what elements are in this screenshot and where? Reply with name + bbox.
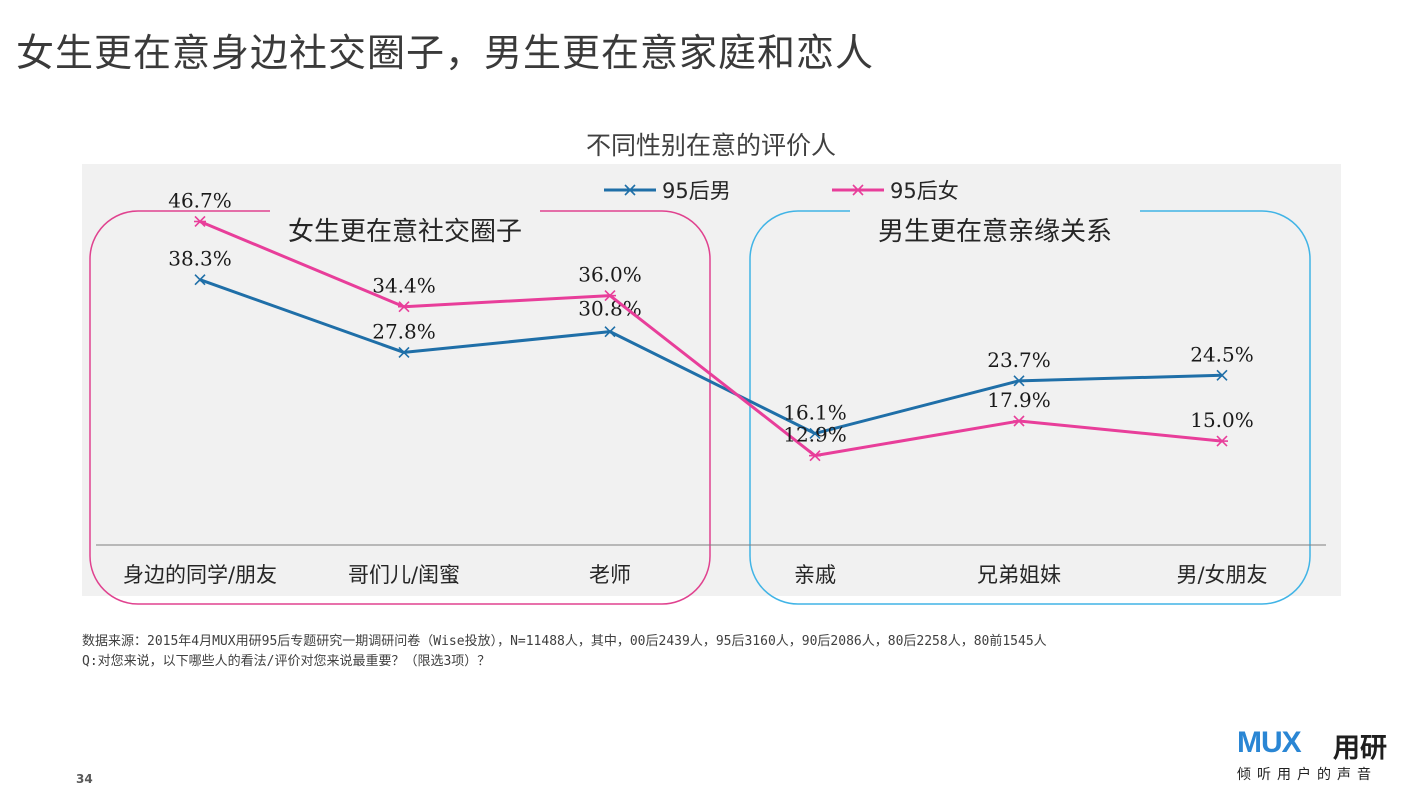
series-line-1	[199, 220, 1223, 458]
data-point	[1216, 369, 1228, 381]
data-point	[809, 427, 821, 440]
x-tick-label: 老师	[589, 563, 631, 587]
data-label: 36.0%	[578, 263, 642, 287]
data-label: 24.5%	[1190, 342, 1254, 366]
group-title-1: 男生更在意亲缘关系	[878, 217, 1112, 247]
page-number: 34	[76, 772, 93, 786]
brand-logo: MUX 用研 倾听用户的声音	[1237, 726, 1397, 786]
x-tick-label: 身边的同学/朋友	[123, 563, 277, 587]
chart-title: 不同性别在意的评价人	[585, 131, 836, 160]
group-title-0: 女生更在意社交圈子	[288, 217, 522, 247]
data-label: 17.9%	[987, 388, 1051, 412]
legend-entry: 95后女	[832, 179, 959, 203]
x-tick-label: 哥们儿/闺蜜	[348, 563, 460, 587]
data-label: 15.0%	[1190, 408, 1254, 432]
data-label: 16.1%	[783, 400, 847, 424]
mux-logo-mark: MUX	[1237, 726, 1302, 759]
data-point	[398, 301, 410, 313]
data-point	[398, 346, 410, 358]
data-point	[1216, 435, 1228, 447]
data-label: 30.8%	[578, 297, 642, 321]
legend-label: 95后男	[662, 179, 731, 203]
slide-title: 女生更在意身边社交圈子，男生更在意家庭和恋人	[16, 31, 875, 75]
data-label: 34.4%	[372, 274, 436, 298]
data-label: 38.3%	[168, 247, 232, 271]
data-point	[604, 326, 616, 338]
footnote: 数据来源：2015年4月MUX用研95后专题研究一期调研问卷（Wise投放），N…	[82, 632, 1047, 672]
data-point	[194, 215, 206, 228]
data-label: 23.7%	[987, 348, 1051, 372]
data-point	[809, 450, 821, 462]
group-title-gap-1	[850, 207, 1140, 217]
data-point	[1013, 375, 1025, 387]
data-label: 46.7%	[168, 188, 232, 212]
data-label: 27.8%	[372, 319, 436, 343]
plot-area	[82, 164, 1341, 596]
survey-question-note: Q:对您来说，以下哪些人的看法/评价对您来说最重要？（限选3项）？	[82, 654, 491, 669]
data-point	[604, 290, 616, 302]
logo-name: 用研	[1333, 733, 1387, 764]
legend-label: 95后女	[890, 179, 959, 203]
data-label: 12.9%	[783, 423, 847, 447]
x-tick-label: 男/女朋友	[1176, 563, 1267, 587]
data-source-note: 数据来源：2015年4月MUX用研95后专题研究一期调研问卷（Wise投放），N…	[82, 634, 1047, 649]
x-tick-label: 兄弟姐妹	[977, 563, 1061, 587]
data-point	[1013, 415, 1025, 427]
data-point	[194, 274, 206, 286]
series-line-0	[199, 278, 1223, 435]
x-tick-label: 亲戚	[794, 563, 836, 587]
group-title-gap-0	[270, 207, 540, 217]
legend-entry: 95后男	[604, 179, 731, 203]
logo-slogan: 倾听用户的声音	[1237, 767, 1377, 783]
